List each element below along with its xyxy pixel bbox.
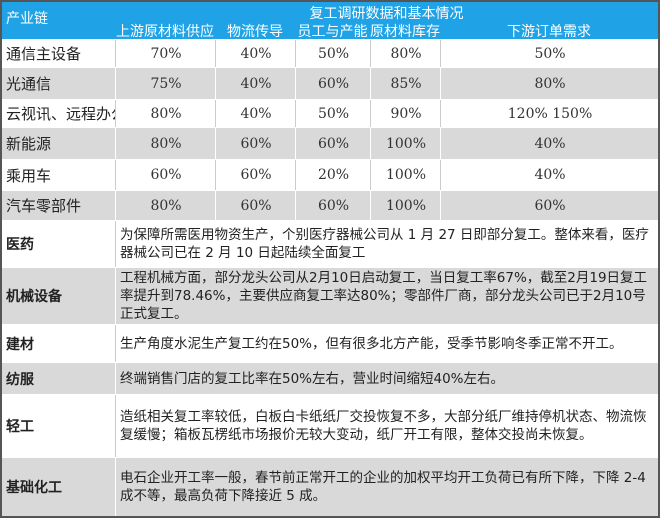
table-cell: 80% <box>370 40 441 67</box>
table-cell: 40% <box>440 128 658 159</box>
header-col: 下游订单需求 <box>507 24 591 40</box>
table-cell: 100% <box>370 160 441 190</box>
table-cell: 90% <box>370 100 441 127</box>
table-cell: 60% <box>295 68 371 99</box>
note-label: 轻工 <box>6 419 34 435</box>
note-row: 基础化工 电石企业开工率一般，春节前正常开工的企业的加权平均开工负荷已有所下降，下… <box>2 457 658 516</box>
table-cell: 75% <box>115 68 216 99</box>
note-label: 机械设备 <box>6 289 62 305</box>
table-cell: 60% <box>115 160 216 190</box>
table-row: 乘用车 60% 60% 20% 100% 40% <box>2 159 658 190</box>
row-label: 乘用车 <box>6 166 52 185</box>
table-row: 通信主设备 70% 40% 50% 80% 50% <box>2 39 658 67</box>
table-cell: 60% <box>215 191 296 220</box>
table-header: 产业链 复工调研数据和基本情况 上游原材料供应 物流传导 员工与产能 原材料库存… <box>2 2 658 40</box>
note-label: 基础化工 <box>6 480 62 496</box>
row-label: 通信主设备 <box>6 45 82 63</box>
table-cell: 100% <box>370 191 441 220</box>
note-text: 电石企业开工率一般，春节前正常开工的企业的加权平均开工负荷已有所下降，下降 2-… <box>115 458 654 516</box>
table-cell: 85% <box>370 68 441 99</box>
table-cell: 60% <box>295 191 371 220</box>
note-row: 纺服 终端销售门店的复工比率在50%左右，营业时间缩短40%左右。 <box>2 362 658 394</box>
note-row: 轻工 造纸相关复工率较低，白板白卡纸纸厂交投恢复不多，大部分纸厂维持停机状态、物流… <box>2 394 658 457</box>
table-cell: 50% <box>440 40 658 67</box>
table-cell: 40% <box>440 160 658 190</box>
table-cell: 80% <box>115 100 216 127</box>
note-text: 工程机械方面，部分龙头公司从2月10日启动复工，当日复工率67%，截至2月19日… <box>115 268 654 324</box>
note-text: 为保障所需医用物资生产，个别医疗器械公司从 1 月 27 日即部分复工。整体来看… <box>115 221 654 267</box>
table-cell: 60% <box>215 160 296 190</box>
table-cell: 60% <box>295 128 371 159</box>
table-row: 新能源 80% 60% 60% 100% 40% <box>2 127 658 159</box>
table-row: 汽车零部件 80% 60% 60% 100% 60% <box>2 190 658 220</box>
table-cell: 40% <box>215 68 296 99</box>
note-label: 纺服 <box>6 371 34 388</box>
note-text: 终端销售门店的复工比率在50%左右，营业时间缩短40%左右。 <box>115 363 654 394</box>
table-row: 云视讯、远程办公 80% 40% 50% 90% 120% 150% <box>2 99 658 127</box>
table-cell: 80% <box>440 68 658 99</box>
note-row: 建材 生产角度水泥生产复工约在50%，但有很多北方产能，受季节影响冬季正常不开工。 <box>2 324 658 362</box>
table-cell: 80% <box>115 191 216 220</box>
table-cell: 60% <box>215 128 296 159</box>
table-cell: 80% <box>115 128 216 159</box>
table-cell: 20% <box>295 160 371 190</box>
row-label: 汽车零部件 <box>6 197 82 215</box>
header-col: 员工与产能 <box>297 24 368 40</box>
table-cell: 40% <box>215 100 296 127</box>
table-cell: 120% 150% <box>440 100 658 127</box>
note-text: 生产角度水泥生产复工约在50%，但有很多北方产能，受季节影响冬季正常不开工。 <box>115 325 654 362</box>
table-row: 光通信 75% 40% 60% 85% 80% <box>2 67 658 99</box>
row-label: 光通信 <box>6 75 52 93</box>
header-col: 物流传导 <box>227 24 283 40</box>
note-row: 医药 为保障所需医用物资生产，个别医疗器械公司从 1 月 27 日即部分复工。整体… <box>2 220 658 267</box>
note-text: 造纸相关复工率较低，白板白卡纸纸厂交投恢复不多，大部分纸厂维持停机状态、物流恢复… <box>115 395 654 457</box>
table-cell: 70% <box>115 40 216 67</box>
note-row: 机械设备 工程机械方面，部分龙头公司从2月10日启动复工，当日复工率67%，截至2… <box>2 267 658 324</box>
table-cell: 50% <box>295 40 371 67</box>
table-cell: 100% <box>370 128 441 159</box>
header-title: 复工调研数据和基本情况 <box>309 6 464 22</box>
table-cell: 60% <box>440 191 658 220</box>
header-industry-chain: 产业链 <box>6 11 48 27</box>
note-label: 建材 <box>6 336 34 353</box>
header-col: 上游原材料供应 <box>116 24 214 40</box>
row-label: 云视讯、远程办公 <box>6 105 127 123</box>
table-cell: 40% <box>215 40 296 67</box>
row-label: 新能源 <box>6 135 52 153</box>
header-col: 原材料库存 <box>370 24 440 40</box>
note-label: 医药 <box>6 237 34 253</box>
table-cell: 50% <box>295 100 371 127</box>
